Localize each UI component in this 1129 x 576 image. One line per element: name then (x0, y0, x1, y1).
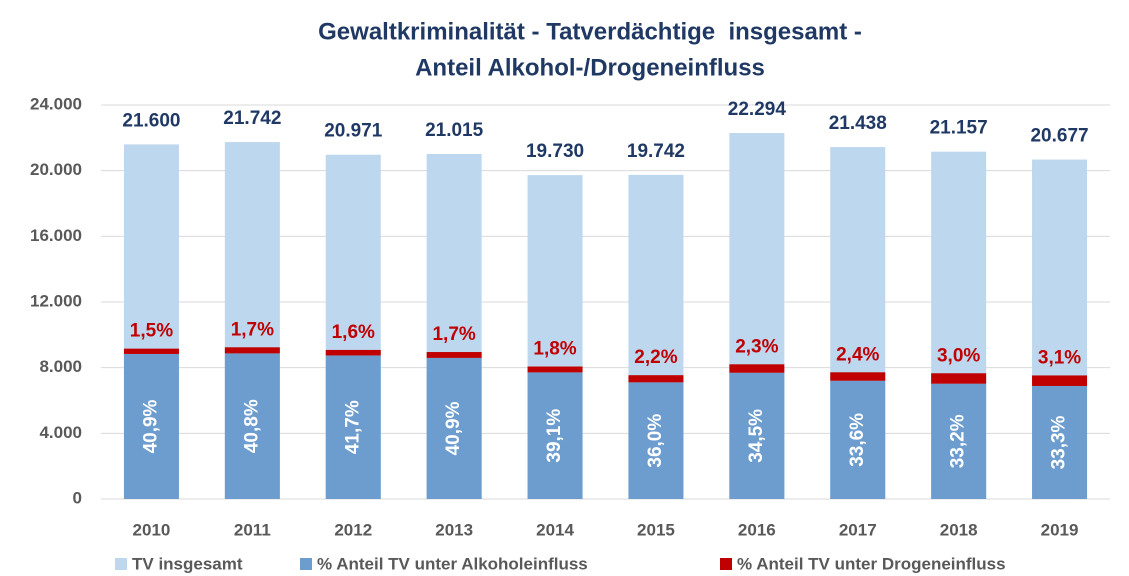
bar (527, 366, 583, 373)
legend-label: % Anteil TV unter Alkoholeinfluss (317, 554, 588, 573)
data-label: 40,8% (241, 399, 262, 453)
data-label: 3,1% (1038, 347, 1081, 368)
data-label: 21.438 (829, 113, 887, 134)
bar (628, 375, 684, 383)
data-label: 2,4% (836, 344, 879, 365)
chart-title: Gewaltkriminalität - Tatverdächtige insg… (318, 18, 862, 45)
data-label: 33,3% (1049, 415, 1070, 469)
bar (830, 372, 886, 381)
x-tick-label: 2013 (435, 520, 473, 539)
bar (830, 380, 886, 499)
chart-title: Anteil Alkohol-/Drogeneinfluss (415, 54, 765, 81)
bar (628, 382, 684, 499)
x-tick-label: 2019 (1041, 520, 1079, 539)
data-label: 34,5% (746, 409, 767, 463)
bar (729, 372, 785, 499)
bar (729, 364, 785, 373)
data-label: 40,9% (443, 401, 464, 455)
data-label: 1,7% (231, 319, 274, 340)
bar (325, 355, 381, 499)
bar (931, 373, 987, 384)
bar (426, 352, 482, 358)
data-label: 2,3% (735, 336, 778, 357)
data-label: 1,8% (533, 339, 576, 360)
y-tick-label: 0 (73, 488, 82, 507)
data-label: 2,2% (634, 347, 677, 368)
legend-swatch (115, 558, 127, 570)
data-label: 1,5% (130, 321, 173, 342)
x-tick-label: 2011 (234, 520, 271, 539)
data-label: 1,6% (332, 322, 375, 343)
x-tick-label: 2018 (940, 520, 978, 539)
bar (1032, 385, 1088, 499)
y-tick-label: 24.000 (30, 94, 82, 113)
data-label: 36,0% (645, 414, 666, 468)
data-label: 19.730 (526, 141, 584, 162)
data-label: 1,7% (432, 324, 475, 345)
data-label: 21.742 (223, 108, 281, 129)
data-label: 21.015 (425, 120, 484, 141)
data-label: 39,1% (544, 409, 565, 463)
bar (224, 353, 280, 499)
data-label: 40,9% (140, 399, 161, 453)
data-label: 21.157 (930, 118, 988, 139)
x-tick-label: 2012 (334, 520, 372, 539)
data-label: 3,0% (937, 345, 980, 366)
bar (931, 383, 987, 499)
y-tick-label: 16.000 (30, 226, 82, 245)
bar (527, 372, 583, 499)
bar (224, 347, 280, 354)
data-label: 33,2% (948, 414, 969, 468)
data-label: 41,7% (342, 400, 363, 454)
bar (426, 357, 482, 499)
data-label: 21.600 (122, 110, 180, 131)
y-tick-label: 4.000 (39, 423, 82, 442)
x-tick-label: 2010 (133, 520, 171, 539)
bar (123, 348, 179, 354)
data-label: 20.677 (1030, 126, 1088, 147)
bar (123, 353, 179, 499)
data-label: 19.742 (627, 141, 685, 162)
bar (1032, 375, 1088, 386)
y-tick-label: 20.000 (30, 160, 82, 179)
bar (325, 349, 381, 356)
data-label: 33,6% (847, 413, 868, 467)
legend-swatch (300, 558, 312, 570)
x-tick-label: 2014 (536, 520, 574, 539)
legend-label: % Anteil TV unter Drogeneinfluss (737, 554, 1006, 573)
data-label: 20.971 (324, 121, 383, 142)
y-tick-label: 8.000 (39, 357, 82, 376)
legend-swatch (720, 558, 732, 570)
x-tick-label: 2015 (637, 520, 675, 539)
y-tick-label: 12.000 (30, 291, 82, 310)
x-tick-label: 2017 (839, 520, 877, 539)
x-tick-label: 2016 (738, 520, 776, 539)
data-label: 22.294 (728, 99, 787, 120)
legend-label: TV insgesamt (132, 554, 243, 573)
